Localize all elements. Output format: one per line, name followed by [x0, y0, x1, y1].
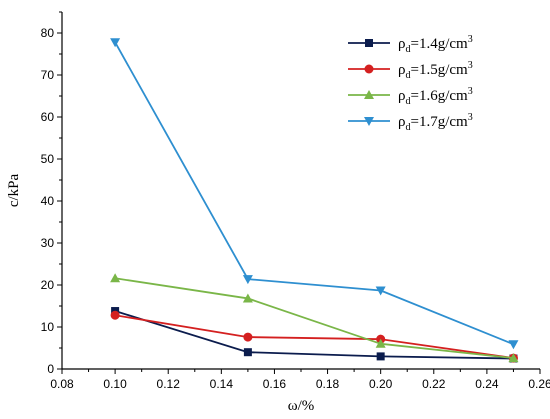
legend: ρd=1.4g/cm3 ρd=1.5g/cm3 ρd=1.6g/cm3 ρd=1.7g…	[348, 34, 473, 133]
triangle-up-marker	[242, 293, 253, 303]
triangle-up-marker	[375, 338, 386, 348]
series-group	[110, 38, 519, 363]
triangle-up-marker	[364, 90, 374, 99]
x-tick-label: 0.16	[263, 377, 287, 391]
legend-label: ρd=1.6g/cm3	[398, 86, 473, 107]
x-tick-label: 0.10	[103, 377, 127, 391]
square-marker	[376, 352, 385, 361]
series-line	[114, 41, 514, 346]
legend-item-3: ρd=1.6g/cm3	[348, 86, 473, 107]
y-tick-label: 70	[41, 68, 55, 82]
series-3	[110, 273, 519, 363]
series-1	[111, 307, 518, 363]
triangle-down-marker	[375, 286, 386, 296]
x-tick-label: 0.26	[528, 377, 550, 391]
x-axis-ticks: 0.08 0.10 0.12 0.14 0.16 0.18 0.20 0.22 0.24 0.26	[50, 369, 550, 391]
series-line	[114, 314, 514, 359]
triangle-down-marker	[242, 275, 253, 285]
series-line	[114, 310, 514, 360]
legend-item-2: ρd=1.5g/cm3	[348, 60, 473, 81]
triangle-down-marker	[364, 117, 374, 126]
x-tick-label: 0.14	[210, 377, 234, 391]
legend-label: ρd=1.4g/cm3	[398, 34, 473, 55]
y-axis-title: c/kPa	[6, 173, 22, 207]
x-tick-label: 0.08	[50, 377, 74, 391]
y-tick-label: 80	[41, 26, 55, 40]
x-tick-label: 0.22	[422, 377, 446, 391]
x-tick-label: 0.12	[157, 377, 181, 391]
square-marker	[365, 39, 373, 47]
series-4	[110, 38, 519, 350]
x-axis-title: ω/%	[288, 398, 315, 414]
y-tick-label: 50	[41, 152, 55, 166]
square-marker	[243, 348, 252, 357]
circle-marker	[364, 64, 374, 74]
triangle-down-marker	[508, 340, 519, 350]
legend-item-1: ρd=1.4g/cm3	[348, 34, 473, 55]
circle-marker	[110, 310, 120, 320]
legend-label: ρd=1.5g/cm3	[398, 60, 473, 81]
series-line	[114, 277, 514, 359]
y-tick-label: 60	[41, 110, 55, 124]
y-tick-label: 10	[41, 320, 55, 334]
x-tick-label: 0.20	[369, 377, 393, 391]
circle-marker	[243, 332, 253, 342]
triangle-up-marker	[110, 273, 121, 283]
y-tick-label: 30	[41, 236, 55, 250]
x-tick-label: 0.24	[475, 377, 499, 391]
y-tick-label: 40	[41, 194, 55, 208]
legend-label: ρd=1.7g/cm3	[398, 112, 473, 133]
y-tick-label: 0	[47, 362, 54, 376]
y-tick-label: 20	[41, 278, 55, 292]
x-tick-label: 0.18	[316, 377, 340, 391]
y-axis-ticks: 0 10 20 30 40 50 60 70 80	[41, 11, 62, 376]
triangle-down-marker	[110, 38, 121, 48]
triangle-up-marker	[508, 353, 519, 363]
legend-item-4: ρd=1.7g/cm3	[348, 112, 473, 133]
